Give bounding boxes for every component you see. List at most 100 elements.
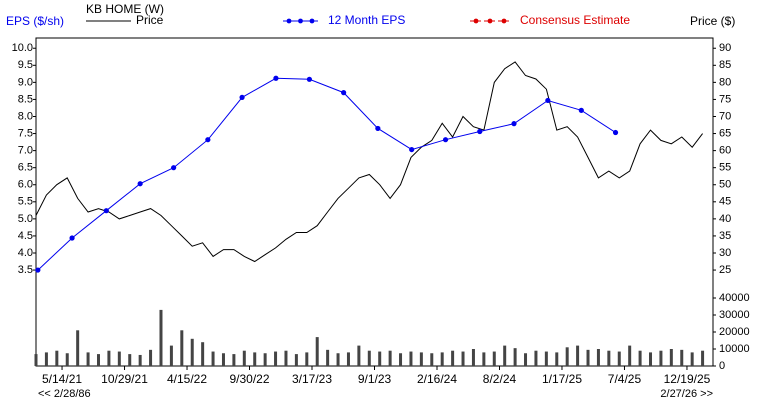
volume-bar	[190, 338, 194, 366]
eps-point	[273, 75, 279, 81]
volume-bar	[451, 350, 455, 366]
volume-bar	[607, 350, 611, 366]
volume-bar	[253, 352, 257, 366]
legend-marker	[501, 18, 507, 24]
volume-bar	[55, 350, 59, 366]
volume-bar	[367, 350, 371, 366]
volume-bar	[596, 349, 600, 366]
x-tick-label: 9/1/23	[358, 372, 392, 386]
x-tick-label: 1/17/25	[542, 372, 582, 386]
y-tick-label: 6.5	[18, 162, 33, 174]
volume-bar	[482, 352, 486, 366]
y-tick-label: 8.5	[18, 93, 33, 105]
eps-point	[103, 208, 109, 214]
volume-bar	[388, 350, 392, 366]
eps-point	[375, 125, 381, 132]
volume-bar	[419, 352, 423, 366]
series-line	[35, 61, 703, 263]
volume-bar	[669, 349, 673, 366]
volume-bar	[513, 348, 517, 366]
volume-bar	[534, 350, 538, 366]
volume-bar	[34, 354, 38, 366]
y2-tick-label: 65	[719, 127, 731, 139]
volume-bar	[617, 351, 621, 366]
volume-bar	[242, 350, 246, 366]
volume-bar	[138, 354, 142, 366]
x-tick-label: 2/16/24	[417, 372, 457, 386]
volume-bar	[159, 309, 163, 366]
y2-tick-label: 55	[719, 162, 731, 174]
legend-marker	[473, 18, 479, 24]
y2-tick-label: 90	[719, 42, 731, 54]
volume-bar	[221, 353, 225, 366]
y2-tick-label: 25	[719, 264, 731, 276]
volume-bar	[76, 330, 80, 366]
y3-tick-label: 40000	[719, 292, 750, 304]
volume-bar	[544, 351, 548, 366]
y-tick-label: 3.5	[18, 264, 33, 276]
legend-marker	[298, 18, 303, 24]
volume-bar	[180, 330, 184, 366]
eps-point	[477, 128, 483, 135]
volume-bar	[503, 345, 507, 366]
y-tick-label: 7.0	[18, 145, 33, 157]
volume-bar	[305, 352, 309, 366]
x-tick-label: 4/15/22	[167, 372, 207, 386]
y-tick-label: 4.5	[18, 230, 33, 242]
legend-label: Price	[136, 13, 164, 27]
volume-bar	[294, 354, 298, 366]
y3-tick-label: 10000	[719, 343, 750, 355]
volume-bar	[65, 353, 69, 366]
volume-bar	[117, 351, 121, 366]
volume-bar	[169, 345, 173, 366]
eps-point	[35, 267, 41, 273]
volume-bar	[409, 351, 413, 366]
legend-marker	[286, 18, 292, 24]
volume-bar	[399, 353, 403, 366]
y2-tick-label: 35	[719, 230, 731, 242]
y2-tick-label: 45	[719, 196, 731, 208]
nav-back[interactable]: << 2/28/86	[38, 388, 91, 400]
eps-point	[205, 137, 211, 143]
volume-bar	[346, 352, 350, 366]
y2-tick-label: 75	[719, 93, 731, 105]
y-axis-title: EPS ($/sh)	[6, 14, 64, 28]
eps-point	[69, 235, 75, 241]
volume-bar	[430, 353, 434, 366]
eps-point	[306, 76, 313, 82]
eps-point	[545, 97, 551, 104]
volume-bar	[471, 349, 475, 366]
eps-point	[511, 121, 517, 127]
nav-forward[interactable]: 2/27/26 >>	[660, 388, 713, 400]
eps-point	[137, 181, 143, 187]
legend-marker	[309, 18, 315, 24]
volume-bar	[492, 351, 496, 366]
volume-bar	[649, 352, 653, 366]
eps-point	[578, 107, 584, 113]
volume-bar	[638, 350, 642, 366]
volume-bar	[524, 353, 528, 366]
legend-label: Consensus Estimate	[520, 13, 630, 27]
x-tick-label: 5/14/21	[42, 372, 82, 386]
volume-bar	[201, 342, 205, 366]
y-tick-label: 7.5	[18, 127, 33, 139]
y-tick-label: 5.5	[18, 196, 33, 208]
volume-bar	[44, 352, 48, 366]
y2-tick-label: 60	[719, 145, 731, 157]
x-tick-label: 10/29/21	[101, 372, 148, 386]
volume-bar	[263, 353, 267, 366]
volume-bar	[96, 354, 100, 366]
volume-bar	[659, 350, 663, 366]
y-tick-label: 10.0	[12, 42, 33, 54]
y3-tick-label: 20000	[719, 326, 750, 338]
x-tick-label: 7/4/25	[608, 372, 642, 386]
volume-bar	[576, 345, 580, 366]
y-tick-label: 8.0	[18, 110, 33, 122]
eps-point	[442, 137, 449, 143]
eps-point	[239, 94, 245, 100]
volume-bar	[86, 352, 90, 366]
volume-bar	[565, 347, 569, 366]
x-tick-label: 12/19/25	[664, 372, 711, 386]
